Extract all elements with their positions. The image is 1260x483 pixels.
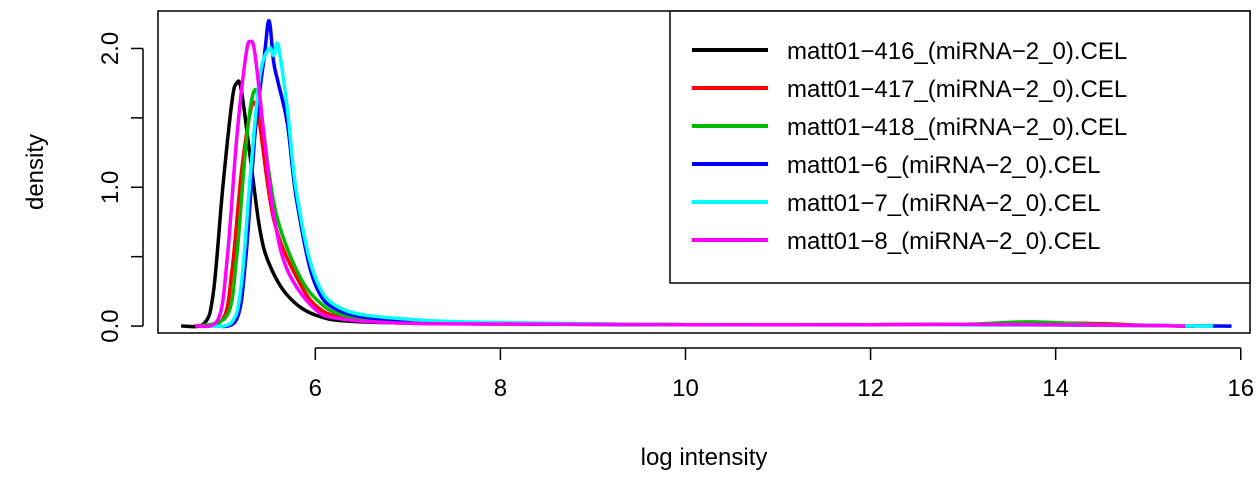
x-axis-label: log intensity — [641, 444, 768, 471]
x-tick-label: 12 — [857, 375, 884, 402]
series-lines — [180, 18, 1232, 329]
y-tick-label: 2.0 — [97, 32, 124, 65]
legend-label: matt01−7_(miRNA−2_0).CEL — [787, 190, 1100, 217]
legend: matt01−416_(miRNA−2_0).CEL matt01−417_(mi… — [669, 10, 1251, 284]
x-tick-label: 6 — [309, 375, 322, 402]
legend-label: matt01−418_(miRNA−2_0).CEL — [787, 114, 1127, 141]
y-tick-label: 1.0 — [97, 171, 124, 204]
legend-label: matt01−6_(miRNA−2_0).CEL — [787, 152, 1100, 179]
legend-box — [669, 10, 1251, 284]
x-tick-label: 14 — [1042, 375, 1069, 402]
legend-label: matt01−8_(miRNA−2_0).CEL — [787, 228, 1100, 255]
x-axis: 6 8 10 12 14 16 — [309, 347, 1254, 402]
legend-label: matt01−417_(miRNA−2_0).CEL — [787, 76, 1127, 103]
y-tick-label: 0.0 — [97, 309, 124, 342]
x-tick-label: 8 — [494, 375, 507, 402]
y-axis-label: density — [22, 134, 49, 210]
legend-label: matt01−416_(miRNA−2_0).CEL — [787, 38, 1127, 65]
y-axis: 0.0 1.0 2.0 — [97, 32, 144, 343]
x-tick-label: 10 — [672, 375, 699, 402]
series-line — [194, 39, 1186, 329]
x-tick-label: 16 — [1227, 375, 1254, 402]
